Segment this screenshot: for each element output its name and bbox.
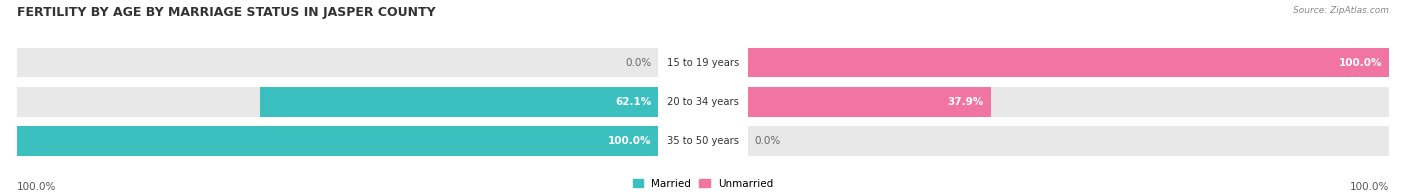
Text: Source: ZipAtlas.com: Source: ZipAtlas.com xyxy=(1294,6,1389,15)
FancyBboxPatch shape xyxy=(658,86,748,117)
Text: 62.1%: 62.1% xyxy=(616,97,651,107)
Bar xyxy=(260,87,658,117)
Text: 100.0%: 100.0% xyxy=(1339,58,1382,68)
Bar xyxy=(748,48,1389,77)
FancyBboxPatch shape xyxy=(658,126,748,157)
Text: 100.0%: 100.0% xyxy=(607,136,651,146)
Text: 20 to 34 years: 20 to 34 years xyxy=(666,97,740,107)
Bar xyxy=(17,126,658,156)
Bar xyxy=(748,48,1389,77)
Bar xyxy=(17,87,658,117)
Text: 15 to 19 years: 15 to 19 years xyxy=(666,58,740,68)
Text: 35 to 50 years: 35 to 50 years xyxy=(666,136,740,146)
Bar xyxy=(17,48,658,77)
Text: 0.0%: 0.0% xyxy=(626,58,651,68)
Bar xyxy=(748,87,991,117)
Bar xyxy=(17,126,658,156)
Text: 37.9%: 37.9% xyxy=(948,97,984,107)
Text: FERTILITY BY AGE BY MARRIAGE STATUS IN JASPER COUNTY: FERTILITY BY AGE BY MARRIAGE STATUS IN J… xyxy=(17,6,436,19)
Text: 100.0%: 100.0% xyxy=(17,182,56,192)
Bar xyxy=(748,87,1389,117)
FancyBboxPatch shape xyxy=(658,47,748,78)
Text: 100.0%: 100.0% xyxy=(1350,182,1389,192)
Text: 0.0%: 0.0% xyxy=(755,136,780,146)
Legend: Married, Unmarried: Married, Unmarried xyxy=(633,179,773,189)
Bar xyxy=(748,126,1389,156)
